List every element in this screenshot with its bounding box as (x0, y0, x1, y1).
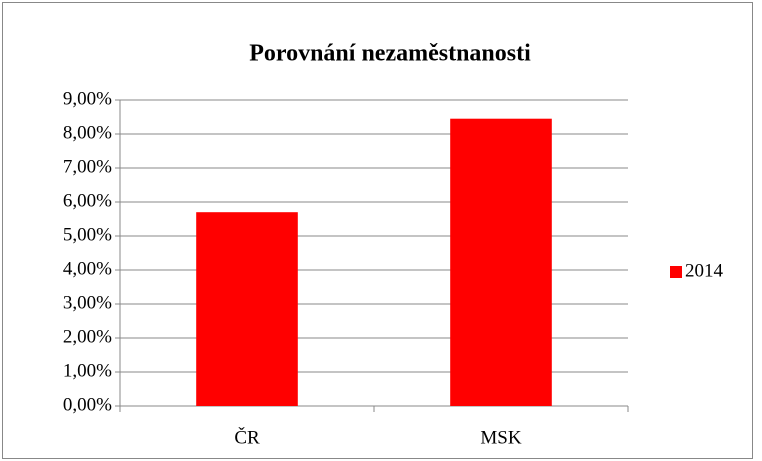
y-tick-label: 8,00% (63, 122, 112, 143)
chart-title: Porovnání nezaměstnanosti (249, 41, 531, 67)
y-tick-label: 2,00% (63, 326, 112, 347)
y-tick-label: 4,00% (63, 258, 112, 279)
y-tick-label: 6,00% (63, 190, 112, 211)
x-tick-label: MSK (480, 427, 521, 448)
y-tick-label: 9,00% (63, 88, 112, 109)
y-tick-label: 1,00% (63, 360, 112, 381)
x-tick-label: ČR (234, 426, 260, 448)
y-tick-label: 3,00% (63, 292, 112, 313)
bar (196, 212, 298, 406)
legend-label: 2014 (685, 260, 724, 281)
chart-frame (2, 2, 753, 459)
y-tick-label: 5,00% (63, 224, 112, 245)
y-tick-label: 0,00% (63, 394, 112, 415)
legend-swatch (670, 266, 682, 278)
bar (450, 118, 552, 406)
y-tick-label: 7,00% (63, 156, 112, 177)
